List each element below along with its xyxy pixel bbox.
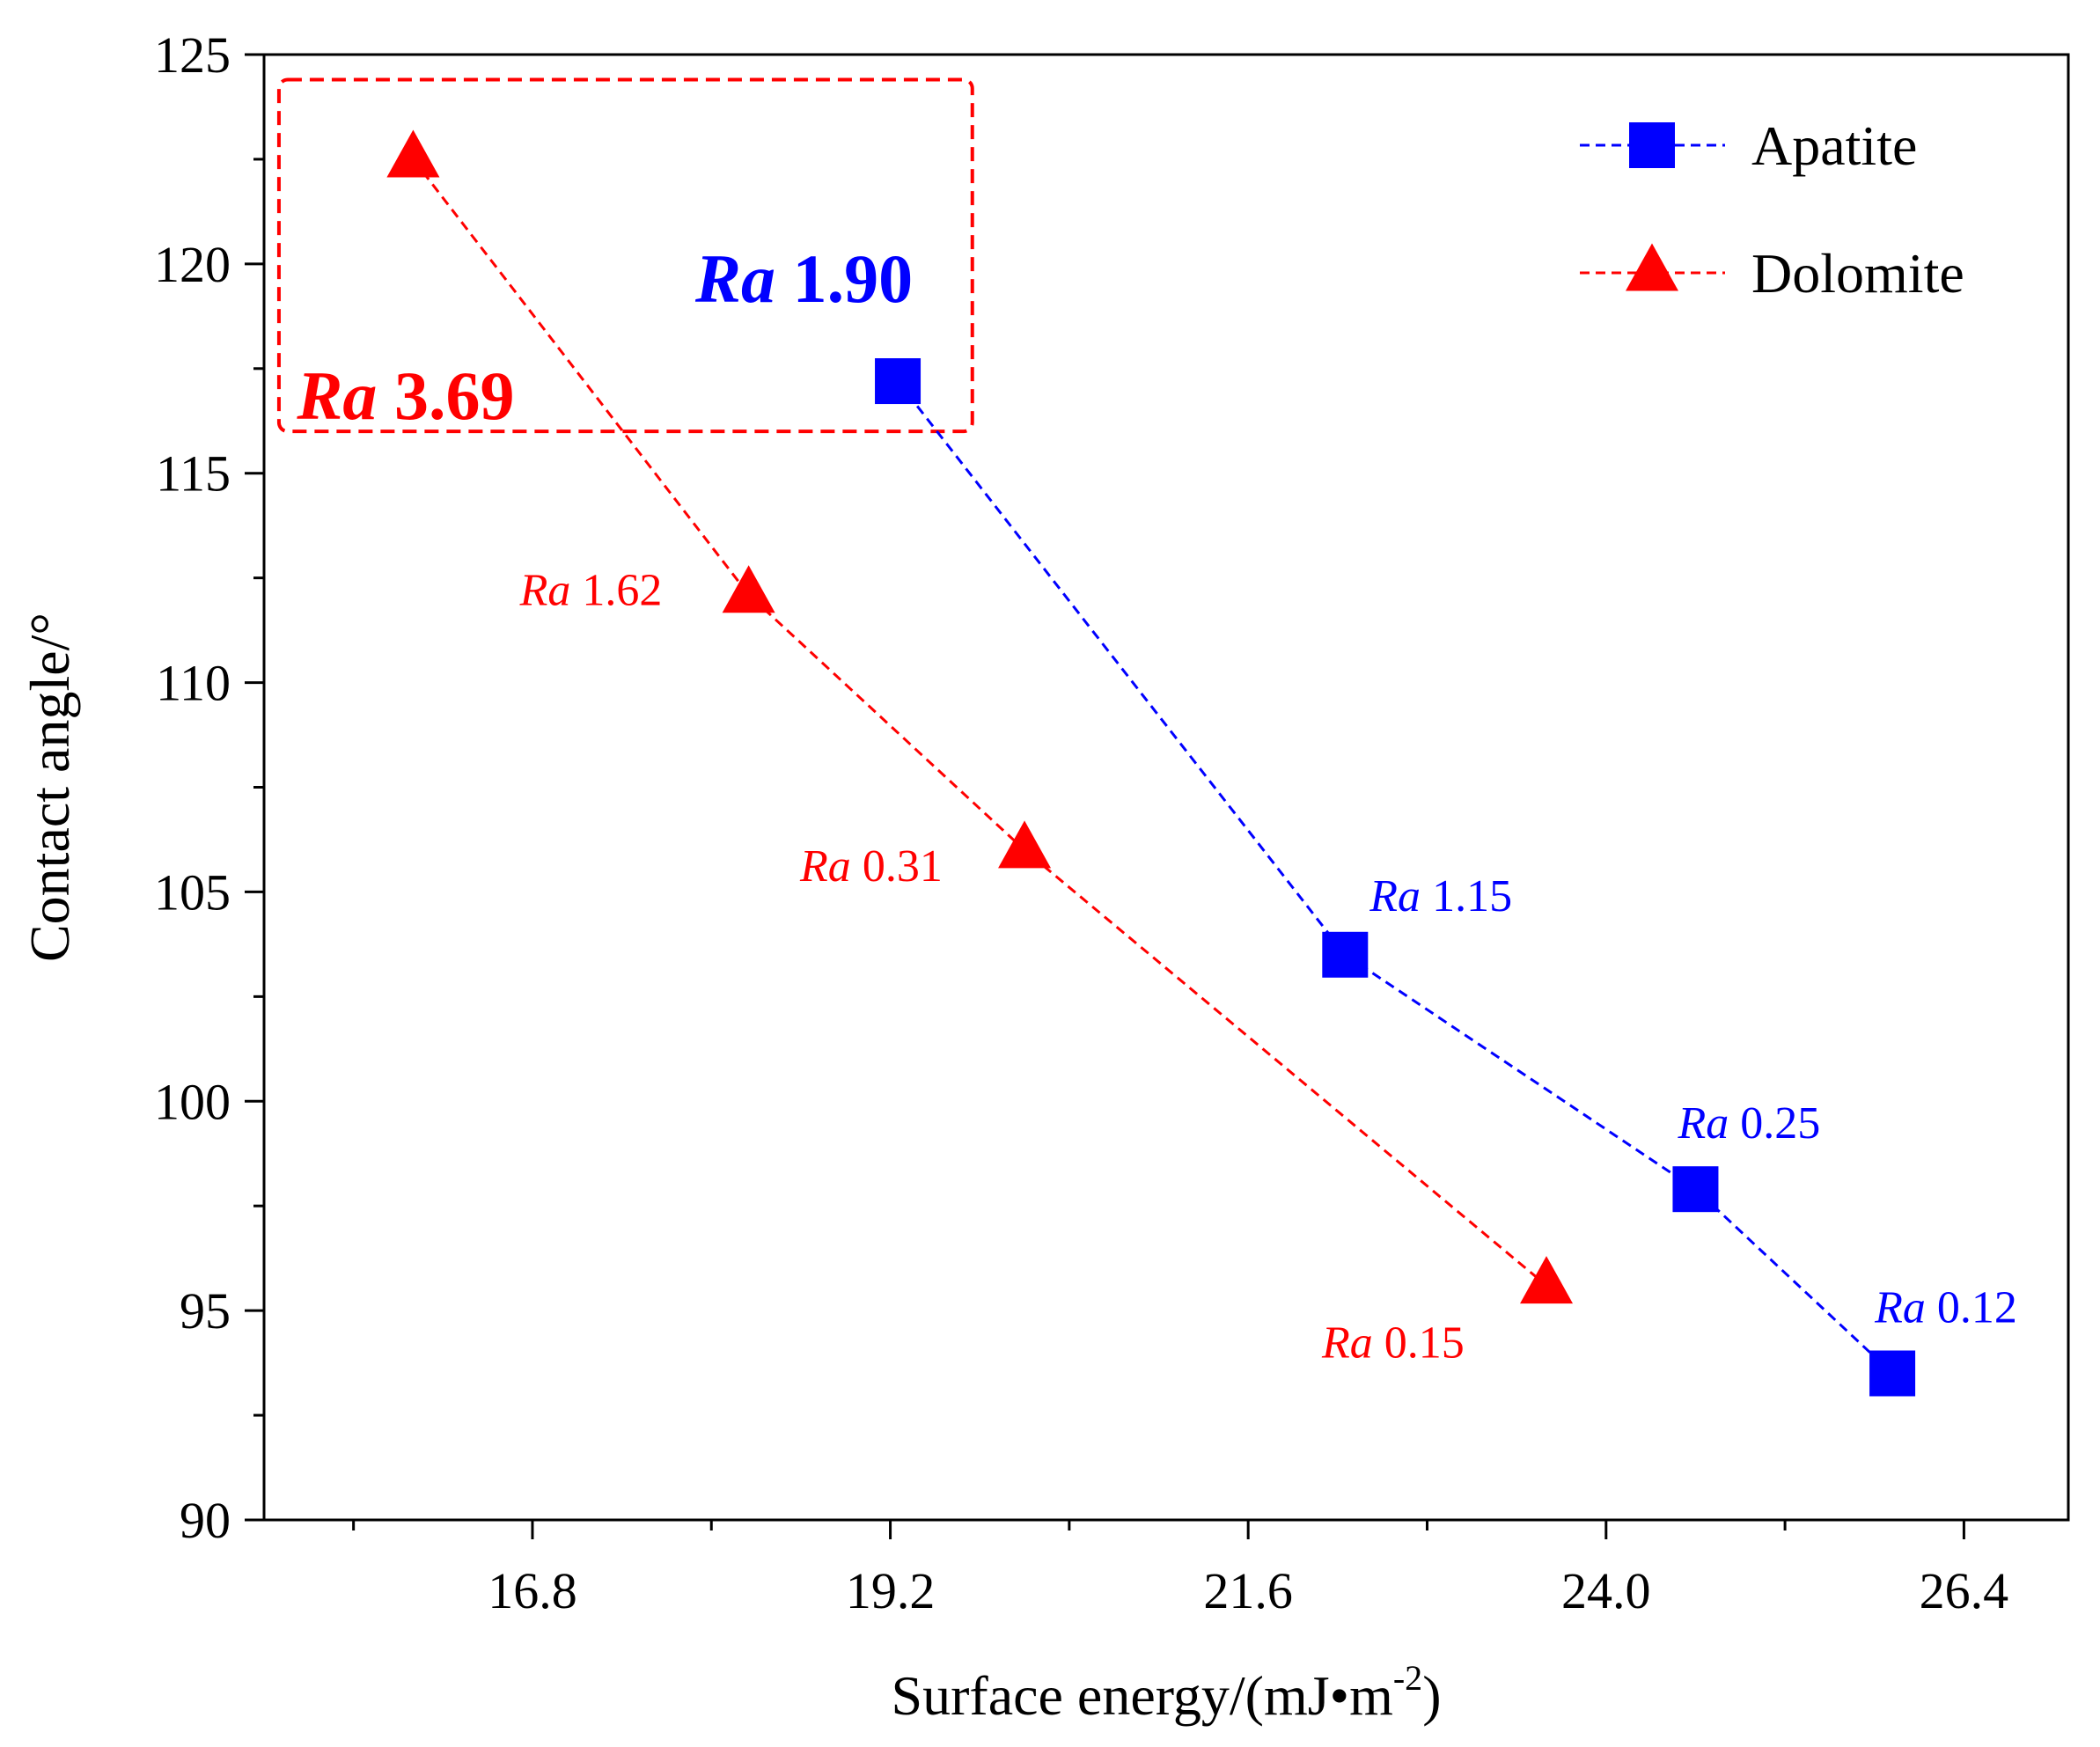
legend-triangle-marker: [1626, 243, 1678, 291]
x-tick-label: 24.0: [1561, 1562, 1651, 1619]
y-tick-label: 110: [156, 655, 231, 712]
x-tick-label: 21.6: [1203, 1562, 1293, 1619]
x-tick-label: 26.4: [1920, 1562, 2009, 1619]
legend-label: Apatite: [1751, 114, 1917, 177]
y-tick-label: 120: [154, 236, 231, 293]
apatite-point: [1322, 931, 1369, 978]
y-tick-label: 95: [180, 1282, 231, 1340]
y-tick-label: 90: [180, 1492, 231, 1549]
apatite-point: [1672, 1166, 1719, 1213]
dolomite-point: [998, 820, 1052, 869]
x-tick-label: 19.2: [846, 1562, 936, 1619]
dolomite-point-label: Ra 1.62: [519, 566, 663, 616]
dolomite-point-label: Ra 3.69: [296, 357, 514, 434]
highlight-box: [276, 77, 974, 434]
dolomite-point: [1520, 1256, 1574, 1304]
dolomite-point: [386, 129, 440, 178]
dolomite-point: [722, 565, 775, 613]
apatite-point-label: Ra 0.25: [1677, 1098, 1820, 1149]
y-tick-label: 100: [154, 1073, 231, 1130]
legend-square-marker: [1629, 122, 1675, 168]
x-axis-title: Surface energy/(mJ•m-2): [891, 1658, 1441, 1727]
y-axis-title: Contact angle/°: [18, 613, 81, 962]
apatite-point-label: Ra 1.90: [694, 240, 913, 317]
y-tick-label: 105: [154, 863, 231, 921]
y-tick-label: 125: [154, 26, 231, 84]
x-tick-label: 16.8: [488, 1562, 577, 1619]
apatite-point: [1869, 1350, 1916, 1397]
apatite-point: [875, 358, 922, 405]
dolomite-point-label: Ra 0.15: [1321, 1318, 1465, 1369]
legend-label: Dolomite: [1751, 242, 1964, 305]
y-tick-label: 115: [156, 445, 231, 503]
apatite-point-label: Ra 0.12: [1874, 1283, 2017, 1333]
dolomite-series-line: [412, 158, 1547, 1287]
dolomite-point-label: Ra 0.31: [799, 841, 943, 892]
apatite-series-line: [896, 380, 1894, 1375]
apatite-point-label: Ra 1.15: [1369, 871, 1512, 921]
